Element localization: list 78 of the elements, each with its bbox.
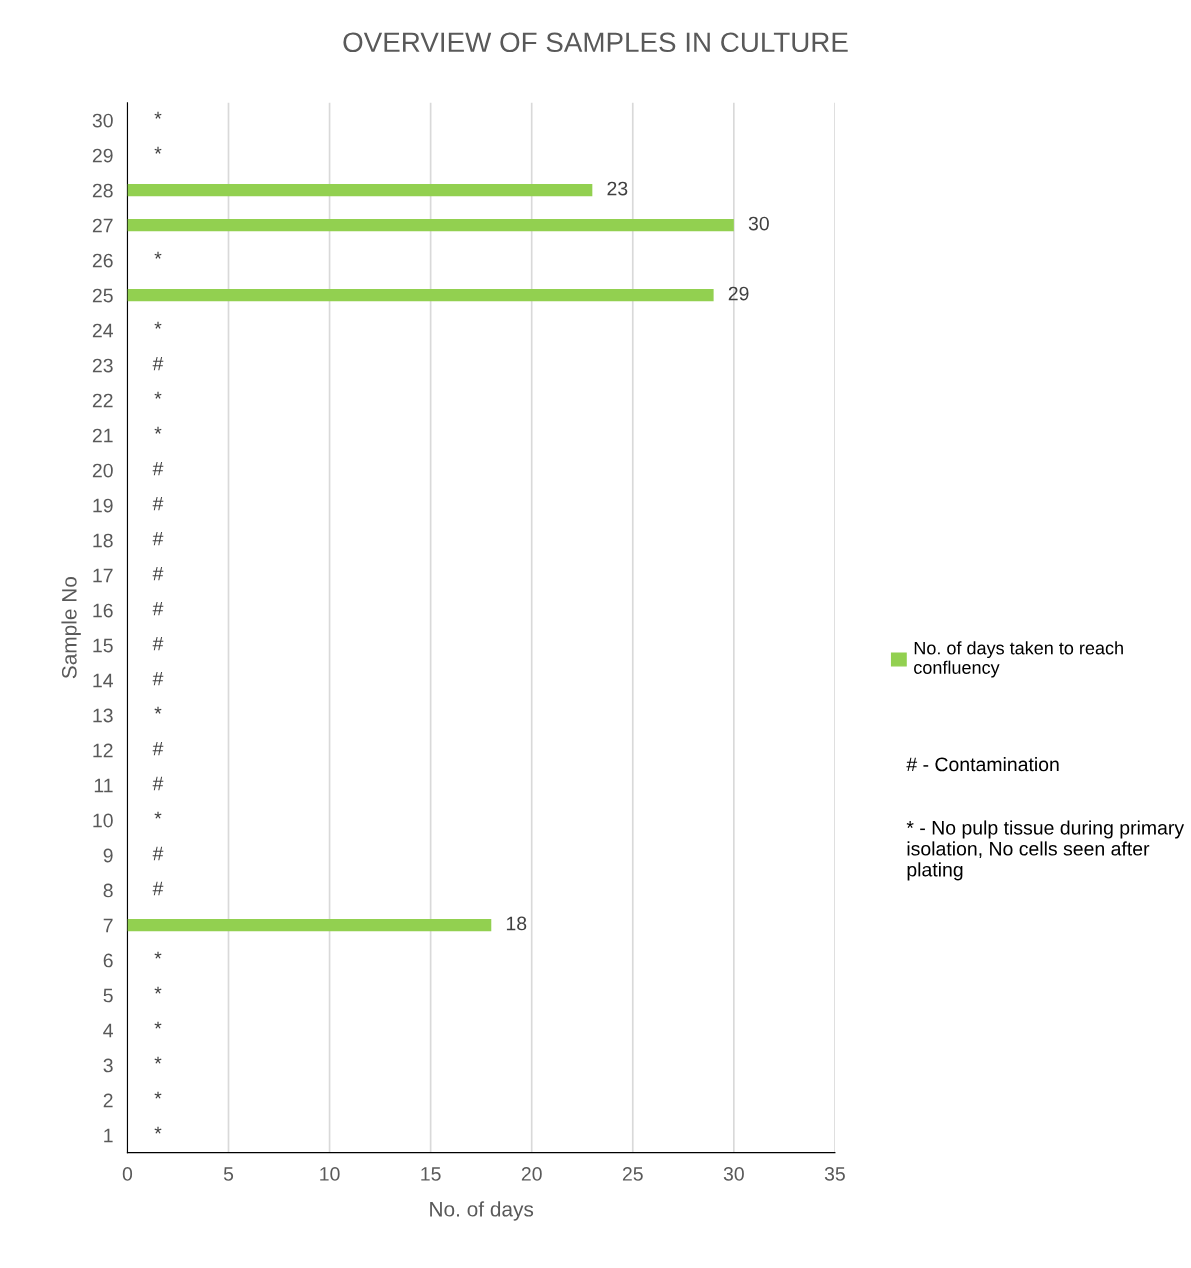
y-tick-label: 23: [92, 358, 113, 373]
text: *: [154, 706, 162, 714]
text: *: [154, 111, 162, 119]
text: #: [152, 356, 164, 371]
data-label: 23: [607, 181, 628, 196]
y-tick-label: 15: [93, 638, 113, 653]
text: *: [154, 426, 162, 434]
text: *: [154, 986, 162, 994]
bar: [127, 219, 734, 232]
y-tick-label: 27: [92, 218, 113, 233]
text: #: [152, 496, 164, 511]
y-tick-label: 13: [93, 708, 113, 723]
text: *: [154, 951, 162, 959]
x-tick-label: 0: [122, 1167, 133, 1181]
y-tick-label: 24: [92, 323, 113, 338]
x-tick-label: 5: [223, 1167, 234, 1181]
text: #: [152, 776, 164, 791]
x-axis-title: No. of days: [430, 1201, 534, 1221]
y-tick-label: 28: [92, 183, 113, 198]
text: *: [154, 321, 162, 329]
text: * - No pulp tissue during primary isolation, No cells seen after plating: [906, 820, 1185, 881]
chart-title: OVERVIEW OF SAMPLES IN CULTURE: [343, 32, 848, 53]
text: *: [154, 391, 162, 399]
y-tick-label: 22: [92, 393, 113, 408]
x-tick-label: 10: [320, 1167, 340, 1181]
text: #: [152, 846, 164, 861]
x-tick-label: 15: [421, 1167, 441, 1181]
y-tick-label: 19: [93, 498, 113, 513]
text: #: [152, 881, 164, 896]
y-tick-label: 6: [103, 953, 113, 968]
text: #: [152, 601, 164, 616]
x-tick-label: 20: [521, 1167, 542, 1181]
bar: [127, 919, 492, 932]
y-tick-label: 30: [92, 113, 113, 128]
y-tick-label: 2: [103, 1093, 113, 1108]
bar: [127, 184, 593, 197]
x-tick-label: 25: [622, 1167, 643, 1181]
x-tick-label: 30: [723, 1167, 744, 1181]
y-tick-label: 3: [103, 1058, 113, 1073]
data-label: 18: [506, 916, 527, 931]
text: *: [154, 146, 162, 154]
text: *: [154, 1126, 162, 1134]
y-tick-label: 25: [92, 288, 113, 303]
text: *: [154, 811, 162, 819]
text: #: [152, 461, 164, 476]
y-tick-label: 12: [93, 743, 113, 758]
text: # - Contamination: [906, 757, 1059, 772]
y-axis-title: Sample No: [61, 577, 81, 679]
y-tick-label: 18: [93, 533, 113, 548]
text: *: [154, 1021, 162, 1029]
y-tick-label: 14: [93, 673, 113, 688]
y-tick-label: 11: [94, 778, 113, 793]
bar: [127, 289, 714, 302]
data-label: 30: [748, 216, 769, 231]
x-tick-label: 35: [824, 1167, 845, 1181]
y-tick-label: 7: [103, 918, 113, 933]
text: #: [152, 741, 164, 756]
text: *: [154, 1091, 162, 1099]
y-tick-label: 26: [92, 253, 113, 268]
legend-label: No. of days taken to reach confluency: [914, 641, 1123, 678]
y-tick-label: 29: [92, 148, 113, 163]
y-tick-label: 1: [104, 1128, 113, 1143]
y-tick-label: 17: [93, 568, 113, 583]
y-tick-label: 5: [103, 988, 113, 1003]
text: #: [152, 566, 164, 581]
text: #: [152, 671, 164, 686]
y-tick-label: 10: [93, 813, 113, 828]
data-label: 29: [728, 286, 749, 301]
y-tick-label: 9: [103, 848, 113, 863]
text: #: [152, 531, 164, 546]
y-tick-label: 21: [92, 428, 113, 443]
text: *: [154, 251, 162, 259]
y-tick-label: 20: [92, 463, 113, 478]
text: #: [152, 636, 164, 651]
y-tick-label: 4: [103, 1023, 113, 1038]
y-tick-label: 16: [93, 603, 113, 618]
y-tick-label: 8: [103, 883, 113, 898]
text: *: [154, 1056, 162, 1064]
